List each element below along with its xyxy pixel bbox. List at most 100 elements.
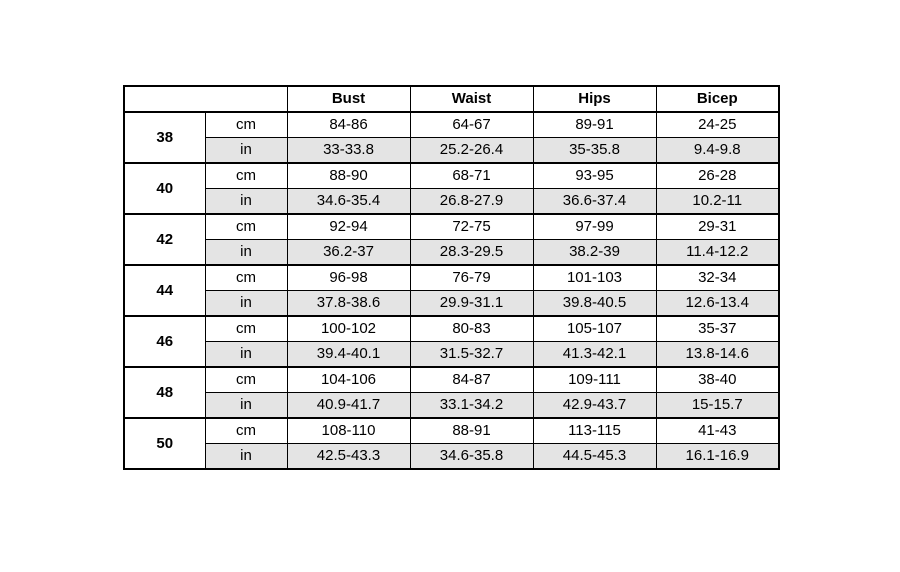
size-row-46-in: in 39.4-40.1 31.5-32.7 41.3-42.1 13.8-14.6 [124, 341, 780, 368]
measurement-value: 13.8-14.6 [655, 341, 780, 368]
unit-label-in: in [204, 137, 288, 164]
size-row-38-in: in 33-33.8 25.2-26.4 35-35.8 9.4-9.8 [124, 137, 780, 164]
size-row-40-in: in 34.6-35.4 26.8-27.9 36.6-37.4 10.2-11 [124, 188, 780, 215]
unit-label-in: in [204, 290, 288, 317]
unit-label-cm: cm [204, 213, 288, 240]
measurement-value: 101-103 [532, 264, 657, 291]
unit-label-cm: cm [204, 417, 288, 444]
measurement-value: 25.2-26.4 [409, 137, 534, 164]
measurement-value: 31.5-32.7 [409, 341, 534, 368]
measurement-value: 11.4-12.2 [655, 239, 780, 266]
size-label: 46 [123, 315, 206, 368]
measurement-value: 92-94 [286, 213, 411, 240]
size-row-44-cm: 44 cm 96-98 76-79 101-103 32-34 [123, 264, 780, 317]
size-label: 42 [123, 213, 206, 266]
size-row-42-cm: 42 cm 92-94 72-75 97-99 29-31 [123, 213, 780, 266]
measurement-value: 37.8-38.6 [286, 290, 411, 317]
size-row-42-in: in 36.2-37 28.3-29.5 38.2-39 11.4-12.2 [124, 239, 780, 266]
size-row-46-cm: 46 cm 100-102 80-83 105-107 35-37 [123, 315, 780, 368]
measurement-value: 72-75 [409, 213, 534, 240]
measurement-value: 12.6-13.4 [655, 290, 780, 317]
measurement-value: 40.9-41.7 [286, 392, 411, 419]
size-label: 50 [123, 417, 206, 470]
unit-label-cm: cm [204, 264, 288, 291]
measurement-value: 35-37 [655, 315, 780, 342]
unit-label-in: in [204, 443, 288, 470]
column-header-hips: Hips [532, 85, 657, 113]
measurement-value: 41.3-42.1 [532, 341, 657, 368]
header-row: Bust Waist Hips Bicep [123, 85, 780, 113]
measurement-value: 84-87 [409, 366, 534, 393]
measurement-value: 76-79 [409, 264, 534, 291]
measurement-value: 42.5-43.3 [286, 443, 411, 470]
measurement-value: 109-111 [532, 366, 657, 393]
size-row-38-cm: 38 cm 84-86 64-67 89-91 24-25 [123, 111, 780, 164]
measurement-value: 34.6-35.4 [286, 188, 411, 215]
unit-label-in: in [204, 239, 288, 266]
size-row-50-in: in 42.5-43.3 34.6-35.8 44.5-45.3 16.1-16.9 [124, 443, 780, 470]
measurement-value: 32-34 [655, 264, 780, 291]
column-header-bust: Bust [286, 85, 411, 113]
unit-label-in: in [204, 341, 288, 368]
size-row-48-cm: 48 cm 104-106 84-87 109-111 38-40 [123, 366, 780, 419]
size-label: 38 [123, 111, 206, 164]
unit-label-in: in [204, 188, 288, 215]
column-header-bicep: Bicep [655, 85, 780, 113]
measurement-value: 35-35.8 [532, 137, 657, 164]
unit-label-cm: cm [204, 315, 288, 342]
measurement-value: 16.1-16.9 [655, 443, 780, 470]
unit-label-in: in [204, 392, 288, 419]
size-chart-table: Bust Waist Hips Bicep 38 cm 84-86 64-67 89-9… [123, 85, 780, 470]
measurement-value: 42.9-43.7 [532, 392, 657, 419]
measurement-value: 84-86 [286, 111, 411, 138]
measurement-value: 104-106 [286, 366, 411, 393]
size-row-44-in: in 37.8-38.6 29.9-31.1 39.8-40.5 12.6-13.4 [124, 290, 780, 317]
measurement-value: 41-43 [655, 417, 780, 444]
measurement-value: 33.1-34.2 [409, 392, 534, 419]
measurement-value: 80-83 [409, 315, 534, 342]
measurement-value: 38.2-39 [532, 239, 657, 266]
measurement-value: 108-110 [286, 417, 411, 444]
measurement-value: 93-95 [532, 162, 657, 189]
size-label: 40 [123, 162, 206, 215]
measurement-value: 36.2-37 [286, 239, 411, 266]
measurement-value: 64-67 [409, 111, 534, 138]
measurement-value: 10.2-11 [655, 188, 780, 215]
measurement-value: 88-90 [286, 162, 411, 189]
column-header-waist: Waist [409, 85, 534, 113]
measurement-value: 29.9-31.1 [409, 290, 534, 317]
measurement-value: 39.8-40.5 [532, 290, 657, 317]
measurement-value: 26.8-27.9 [409, 188, 534, 215]
measurement-value: 33-33.8 [286, 137, 411, 164]
size-label: 48 [123, 366, 206, 419]
measurement-value: 29-31 [655, 213, 780, 240]
measurement-value: 28.3-29.5 [409, 239, 534, 266]
unit-label-cm: cm [204, 111, 288, 138]
unit-label-cm: cm [204, 366, 288, 393]
measurement-value: 88-91 [409, 417, 534, 444]
measurement-value: 96-98 [286, 264, 411, 291]
measurement-value: 26-28 [655, 162, 780, 189]
measurement-value: 44.5-45.3 [532, 443, 657, 470]
size-chart-body: 38 cm 84-86 64-67 89-91 24-25 in 33-33.8 25.2-26… [123, 111, 780, 470]
measurement-value: 89-91 [532, 111, 657, 138]
measurement-value: 15-15.7 [655, 392, 780, 419]
size-row-48-in: in 40.9-41.7 33.1-34.2 42.9-43.7 15-15.7 [124, 392, 780, 419]
measurement-value: 39.4-40.1 [286, 341, 411, 368]
measurement-value: 24-25 [655, 111, 780, 138]
size-label: 44 [123, 264, 206, 317]
measurement-value: 9.4-9.8 [655, 137, 780, 164]
measurement-value: 38-40 [655, 366, 780, 393]
size-row-50-cm: 50 cm 108-110 88-91 113-115 41-43 [123, 417, 780, 470]
corner-cell [123, 85, 288, 113]
size-row-40-cm: 40 cm 88-90 68-71 93-95 26-28 [123, 162, 780, 215]
measurement-value: 34.6-35.8 [409, 443, 534, 470]
measurement-value: 105-107 [532, 315, 657, 342]
unit-label-cm: cm [204, 162, 288, 189]
measurement-value: 97-99 [532, 213, 657, 240]
measurement-value: 68-71 [409, 162, 534, 189]
measurement-value: 36.6-37.4 [532, 188, 657, 215]
measurement-value: 100-102 [286, 315, 411, 342]
measurement-value: 113-115 [532, 417, 657, 444]
